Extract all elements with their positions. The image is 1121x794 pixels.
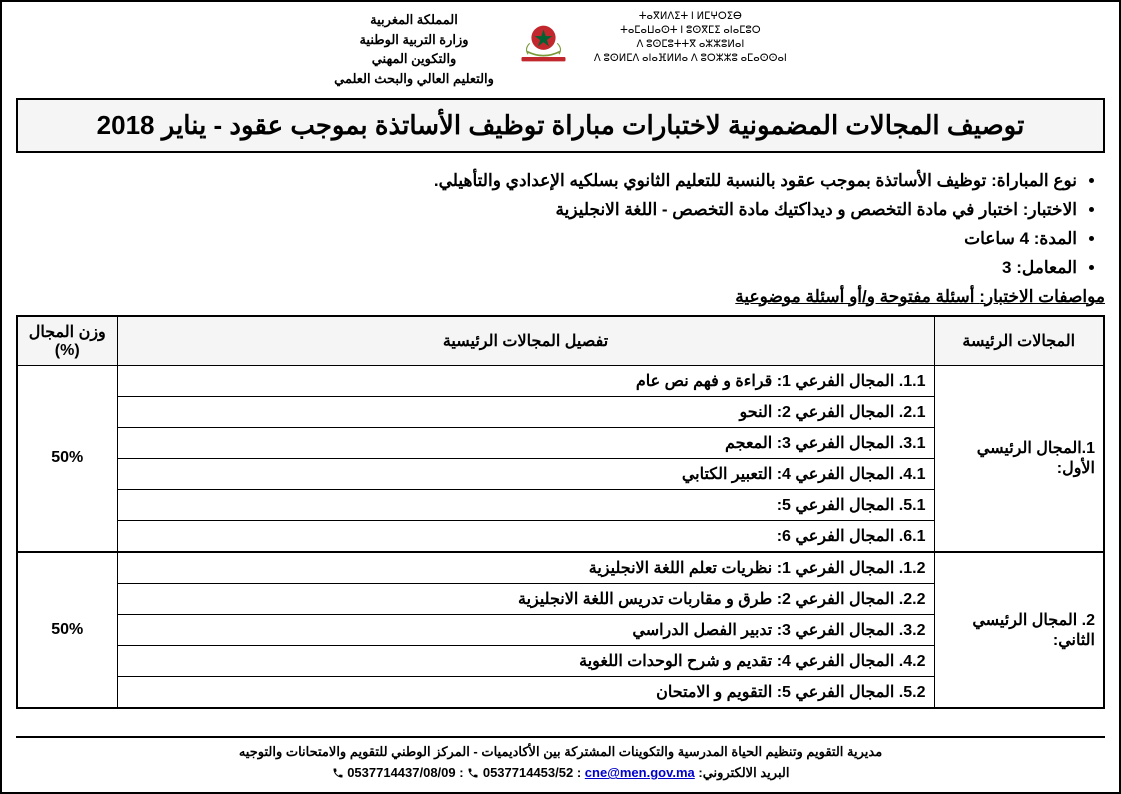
label: نوع المباراة: <box>991 171 1077 190</box>
domain2-sub: 1.2. المجال الفرعي 1: نظريات تعلم اللغة … <box>117 552 934 584</box>
value: 4 ساعات <box>964 229 1034 248</box>
domain1-sub: 3.1. المجال الفرعي 3: المعجم <box>117 427 934 458</box>
domain2-sub: 5.2. المجال الفرعي 5: التقويم و الامتحان <box>117 676 934 708</box>
domains-table: المجالات الرئيسة تفصيل المجالات الرئيسية… <box>16 315 1105 709</box>
footer-phone1: 0537714453/52 <box>483 763 573 784</box>
table-row: 1.المجال الرئيسي الأول: 1.1. المجال الفر… <box>17 365 1104 396</box>
domain1-sub: 2.1. المجال الفرعي 2: النحو <box>117 396 934 427</box>
tif-line: ⵜⴰⵎⴰⵡⴰⵙⵜ ⵏ ⵓⵙⴳⵎⵉ ⴰⵏⴰⵎⵓⵔ <box>594 24 787 38</box>
header-tifinagh: ⵜⴰⴳⵍⴷⵉⵜ ⵏ ⵍⵎⵖⵔⵉⴱ ⵜⴰⵎⴰⵡⴰⵙⵜ ⵏ ⵓⵙⴳⵎⵉ ⴰⵏⴰⵎⵓⵔ… <box>594 10 787 66</box>
ar-line: والتكوين المهني <box>334 49 494 69</box>
label: الاختبار: <box>1023 200 1077 219</box>
document-footer: مديرية التقويم وتنظيم الحياة المدرسية وا… <box>16 736 1105 784</box>
footer-email-label: البريد الالكتروني: <box>698 765 789 780</box>
table-row: 2. المجال الرئيسي الثاني: 1.2. المجال ال… <box>17 552 1104 584</box>
header-arabic: المملكة المغربية وزارة التربية الوطنية و… <box>334 10 494 88</box>
footer-phone2: 0537714437/08/09 <box>347 763 455 784</box>
domain1-sub: 4.1. المجال الفرعي 4: التعبير الكتابي <box>117 458 934 489</box>
domain1-sub: 5.1. المجال الفرعي 5: <box>117 489 934 520</box>
sep: : <box>456 765 464 780</box>
domain2-weight: 50% <box>17 552 117 708</box>
domain1-title: 1.المجال الرئيسي الأول: <box>934 365 1104 552</box>
document-title: توصيف المجالات المضمونية لاختبارات مبارا… <box>16 98 1105 153</box>
document-header: ⵜⴰⴳⵍⴷⵉⵜ ⵏ ⵍⵎⵖⵔⵉⴱ ⵜⴰⵎⴰⵡⴰⵙⵜ ⵏ ⵓⵙⴳⵎⵉ ⴰⵏⴰⵎⵓⵔ… <box>16 10 1105 88</box>
col-weight: وزن المجال (%) <box>17 316 117 366</box>
label: المدة: <box>1034 229 1077 248</box>
domain2-sub: 4.2. المجال الفرعي 4: تقديم و شرح الوحدا… <box>117 645 934 676</box>
sep: : <box>573 765 581 780</box>
domain1-sub: 1.1. المجال الفرعي 1: قراءة و فهم نص عام <box>117 365 934 396</box>
col-sub-domain: تفصيل المجالات الرئيسية <box>117 316 934 366</box>
table-header-row: المجالات الرئيسة تفصيل المجالات الرئيسية… <box>17 316 1104 366</box>
domain1-sub: 6.1. المجال الفرعي 6: <box>117 520 934 552</box>
footer-line2: البريد الالكتروني: cne@men.gov.ma : 0537… <box>16 763 1105 784</box>
domain2-sub: 3.2. المجال الفرعي 3: تدبير الفصل الدراس… <box>117 614 934 645</box>
value: اختبار في مادة التخصص و ديداكتيك مادة ال… <box>555 200 1022 219</box>
col-main-domain: المجالات الرئيسة <box>934 316 1104 366</box>
exam-spec: مواصفات الاختبار: أسئلة مفتوحة و/أو أسئل… <box>16 287 1105 307</box>
value: أسئلة مفتوحة و/أو أسئلة موضوعية <box>735 287 979 306</box>
label: مواصفات الاختبار: <box>979 287 1105 306</box>
footer-line1: مديرية التقويم وتنظيم الحياة المدرسية وا… <box>16 742 1105 763</box>
domain2-title: 2. المجال الرئيسي الثاني: <box>934 552 1104 708</box>
tif-line: ⴷ ⵓⵙⵎⵓⵜⵜⴳ ⴰⵣⵣⵓⵍⴰⵏ <box>594 38 787 52</box>
phone-icon <box>467 765 479 777</box>
morocco-emblem-icon <box>514 10 574 70</box>
info-coefficient: المعامل: 3 <box>16 254 1077 283</box>
ar-line: وزارة التربية الوطنية <box>334 30 494 50</box>
domain1-weight: 50% <box>17 365 117 552</box>
label: المعامل: <box>1016 258 1077 277</box>
ar-line: المملكة المغربية <box>334 10 494 30</box>
tif-line: ⴷ ⵓⵙⵍⵎⴷ ⴰⵏⴰⴼⵍⵍⴰ ⴷ ⵓⵔⵣⵣⵓ ⴰⵎⴰⵙⵙⴰⵏ <box>594 52 787 66</box>
info-list: نوع المباراة: توظيف الأساتذة بموجب عقود … <box>16 167 1105 283</box>
info-duration: المدة: 4 ساعات <box>16 225 1077 254</box>
value: توظيف الأساتذة بموجب عقود بالنسبة للتعلي… <box>434 171 991 190</box>
domain2-sub: 2.2. المجال الفرعي 2: طرق و مقاربات تدري… <box>117 583 934 614</box>
ar-line: والتعليم العالي والبحث العلمي <box>334 69 494 89</box>
info-exam: الاختبار: اختبار في مادة التخصص و ديداكت… <box>16 196 1077 225</box>
footer-email-link[interactable]: cne@men.gov.ma <box>585 765 695 780</box>
tif-line: ⵜⴰⴳⵍⴷⵉⵜ ⵏ ⵍⵎⵖⵔⵉⴱ <box>594 10 787 24</box>
info-competition-type: نوع المباراة: توظيف الأساتذة بموجب عقود … <box>16 167 1077 196</box>
phone-icon <box>332 765 344 777</box>
value: 3 <box>1002 258 1016 277</box>
